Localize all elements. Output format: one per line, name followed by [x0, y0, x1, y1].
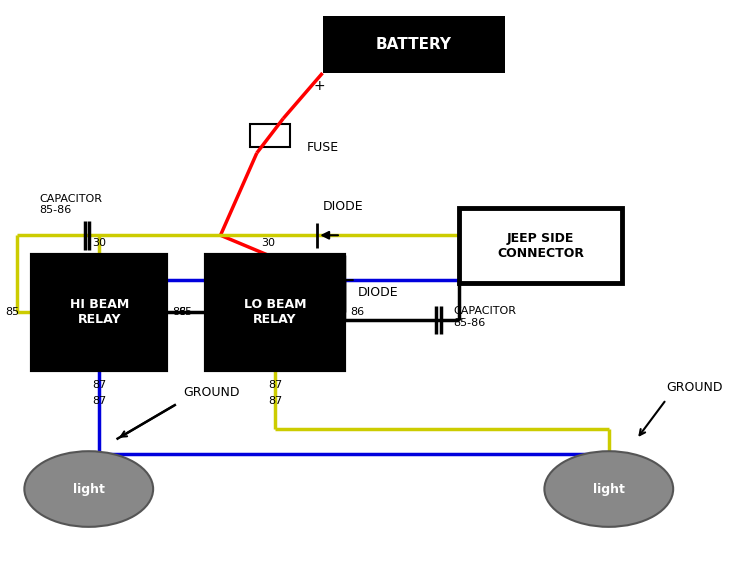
- Text: light: light: [593, 483, 624, 495]
- FancyBboxPatch shape: [459, 209, 621, 283]
- Text: 87: 87: [92, 380, 106, 390]
- Text: 86: 86: [350, 308, 364, 317]
- FancyBboxPatch shape: [33, 255, 166, 370]
- Text: DIODE: DIODE: [358, 286, 398, 299]
- Text: JEEP SIDE
CONNECTOR: JEEP SIDE CONNECTOR: [497, 232, 584, 260]
- Text: GROUND: GROUND: [183, 386, 239, 399]
- Text: FUSE: FUSE: [307, 141, 338, 154]
- Text: 86: 86: [172, 308, 186, 317]
- Text: 85: 85: [178, 308, 192, 317]
- Text: HI BEAM
RELAY: HI BEAM RELAY: [69, 298, 129, 327]
- Text: GROUND: GROUND: [667, 381, 723, 394]
- FancyBboxPatch shape: [250, 124, 290, 147]
- FancyBboxPatch shape: [322, 16, 505, 73]
- Ellipse shape: [545, 451, 673, 527]
- Text: +: +: [313, 79, 324, 93]
- Text: 87: 87: [268, 380, 282, 390]
- Text: 87: 87: [268, 396, 282, 406]
- Text: 30: 30: [92, 238, 106, 248]
- Text: CAPACITOR
85-86: CAPACITOR 85-86: [39, 194, 102, 215]
- Text: light: light: [73, 483, 105, 495]
- Text: BATTERY: BATTERY: [375, 37, 452, 52]
- Text: 85: 85: [5, 308, 19, 317]
- Text: 87: 87: [92, 396, 106, 406]
- Text: 30: 30: [261, 238, 275, 248]
- FancyBboxPatch shape: [205, 255, 344, 370]
- Text: LO BEAM
RELAY: LO BEAM RELAY: [244, 298, 306, 327]
- Text: CAPACITOR
85-86: CAPACITOR 85-86: [453, 306, 516, 328]
- Ellipse shape: [24, 451, 153, 527]
- Text: DIODE: DIODE: [323, 200, 364, 214]
